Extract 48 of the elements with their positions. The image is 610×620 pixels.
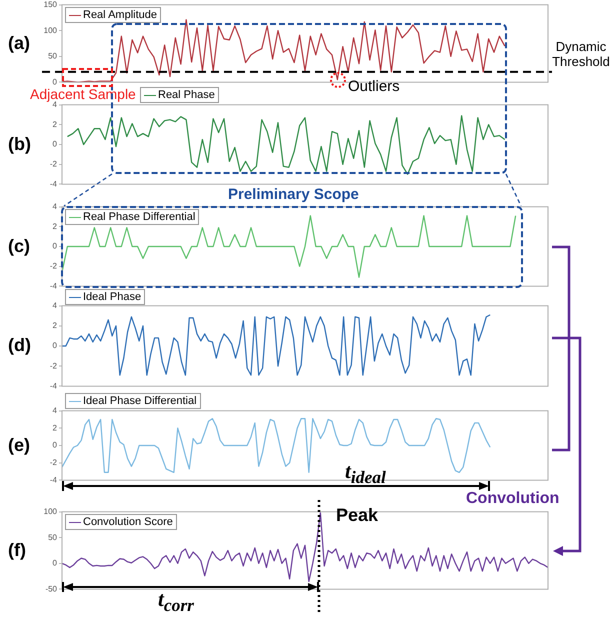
text: (b) <box>8 134 31 154</box>
text: (e) <box>8 434 30 456</box>
text: (a) <box>8 32 30 54</box>
text: Adjacent Sample <box>30 86 136 102</box>
y-tick-label: 2 <box>52 222 58 231</box>
y-tick-label: 0 <box>52 242 58 251</box>
text: (d) <box>8 335 31 356</box>
text: Preliminary Scope <box>228 186 359 204</box>
legend-label: Real Phase Differential <box>83 211 196 223</box>
y-tick-label: -2 <box>50 160 58 169</box>
y-tick-label: -2 <box>50 262 58 271</box>
y-tick-label: -4 <box>50 475 58 484</box>
legend-label: Ideal Phase <box>83 291 142 303</box>
text: (c) <box>8 236 30 256</box>
y-tick-label: 4 <box>52 202 58 212</box>
legend-label: Ideal Phase Differential <box>83 395 197 407</box>
y-tick-label: 4 <box>52 301 58 310</box>
ref-line-label: Dynamic Threshold <box>552 39 610 70</box>
y-tick-label: 150 <box>44 0 58 10</box>
y-tick-label: 100 <box>44 507 58 516</box>
annotation: Peak <box>336 505 378 526</box>
annotation: t$_{corr}$ <box>158 587 194 616</box>
y-tick-label: 4 <box>52 406 58 416</box>
y-tick-label: 0 <box>52 341 58 350</box>
text: (f) <box>8 540 26 560</box>
y-tick-label: -4 <box>50 179 58 188</box>
y-tick-label: 2 <box>52 120 58 129</box>
legend-label: Convolution Score <box>83 516 173 528</box>
y-tick-label: -2 <box>50 361 58 370</box>
y-tick-label: 0 <box>52 558 58 568</box>
y-tick-label: 0 <box>52 77 58 86</box>
annotation: t$_{ideal}$ <box>345 459 386 488</box>
y-tick-label: 4 <box>52 100 58 110</box>
y-tick-label: -4 <box>50 281 58 290</box>
legend-label: Real Phase <box>158 89 215 101</box>
y-tick-label: 50 <box>48 532 58 542</box>
y-tick-label: 50 <box>48 52 58 61</box>
y-tick-label: -4 <box>50 381 58 390</box>
legend-label: Real Amplitude <box>83 9 157 21</box>
y-tick-label: 100 <box>44 26 58 35</box>
y-tick-label: 2 <box>52 423 58 432</box>
y-tick-label: 2 <box>52 321 58 330</box>
y-tick-label: 0 <box>52 140 58 149</box>
text: Convolution <box>466 490 560 508</box>
annotation: Outliers <box>348 78 400 96</box>
y-tick-label: 0 <box>52 440 58 450</box>
y-tick-label: -2 <box>50 458 58 468</box>
y-tick-label: -50 <box>45 584 58 594</box>
